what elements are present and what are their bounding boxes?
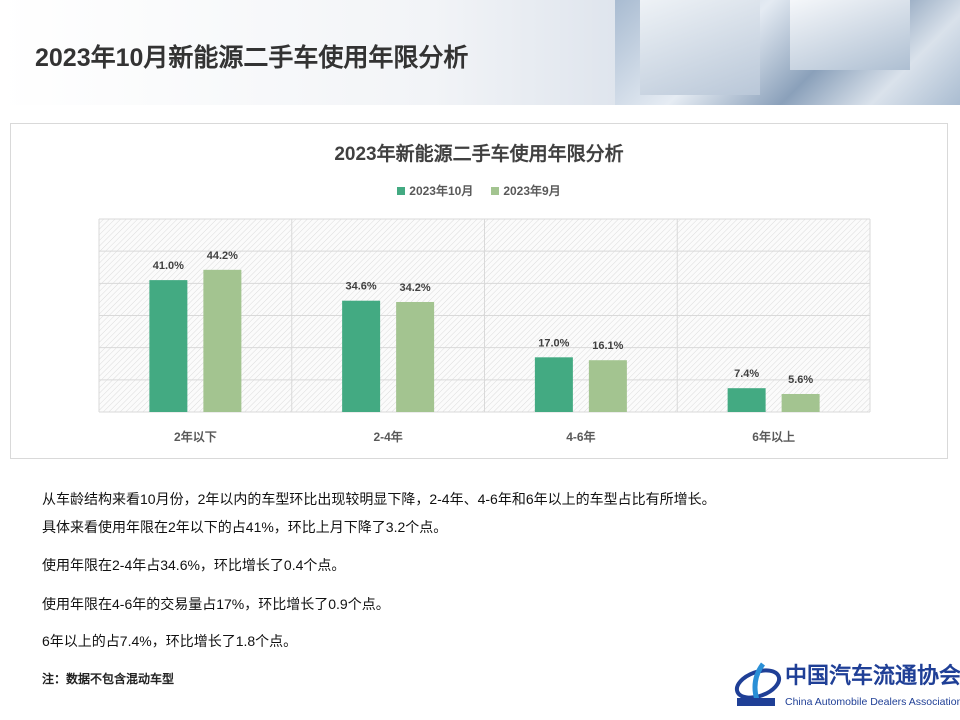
header-decoration — [640, 0, 760, 95]
paragraph: 6年以上的占7.4%，环比增长了1.8个点。 — [42, 633, 298, 649]
x-tick-label: 2年以下 — [174, 429, 217, 444]
bar — [727, 388, 766, 412]
legend-item: 2023年10月 — [397, 183, 473, 199]
page-title: 2023年10月新能源二手车使用年限分析 — [35, 44, 469, 72]
bar — [588, 360, 627, 412]
paragraph: 使用年限在4-6年的交易量占17%，环比增长了0.9个点。 — [42, 596, 390, 612]
bar — [396, 301, 435, 412]
x-tick-label: 6年以上 — [752, 429, 795, 444]
legend-swatch — [491, 187, 500, 195]
data-label: 34.6% — [346, 281, 377, 293]
legend-label: 2023年9月 — [503, 184, 561, 198]
legend-item: 2023年9月 — [491, 183, 561, 199]
paragraph: 使用年限在2-4年占34.6%，环比增长了0.4个点。 — [42, 557, 346, 573]
x-tick-label: 2-4年 — [373, 429, 402, 444]
header-banner — [0, 0, 960, 105]
bar — [203, 269, 242, 412]
data-label: 34.2% — [400, 282, 431, 294]
bar — [342, 300, 381, 412]
footnote: 注：数据不包含混动车型 — [42, 672, 175, 686]
legend-label: 2023年10月 — [409, 184, 474, 198]
chart-title: 2023年新能源二手车使用年限分析 — [334, 144, 624, 165]
header-decoration — [790, 0, 910, 70]
data-label: 7.4% — [734, 368, 759, 380]
bar — [781, 393, 820, 412]
bar — [534, 357, 573, 412]
x-tick-label: 4-6年 — [566, 429, 595, 444]
paragraph: 从车龄结构来看10月份，2年以内的车型环比出现较明显下降，2-4年、4-6年和6… — [42, 491, 716, 507]
paragraph: 具体来看使用年限在2年以下的占41%，环比上月下降了3.2个点。 — [42, 519, 448, 535]
legend-swatch — [397, 187, 406, 195]
data-label: 5.6% — [788, 374, 813, 386]
logo: 中国汽车流通协会 China Automobile Dealers Associ… — [733, 660, 960, 712]
logo-cn-text: 中国汽车流通协会 — [785, 663, 960, 689]
data-label: 41.0% — [153, 260, 184, 272]
chart-legend: 2023年10月 2023年9月 — [11, 183, 947, 199]
cada-logo-icon — [734, 662, 782, 706]
bar — [149, 280, 188, 412]
logo-en-text: China Automobile Dealers Association — [785, 696, 960, 708]
data-label: 44.2% — [207, 250, 238, 262]
data-label: 17.0% — [538, 337, 569, 349]
data-label: 16.1% — [592, 340, 623, 352]
